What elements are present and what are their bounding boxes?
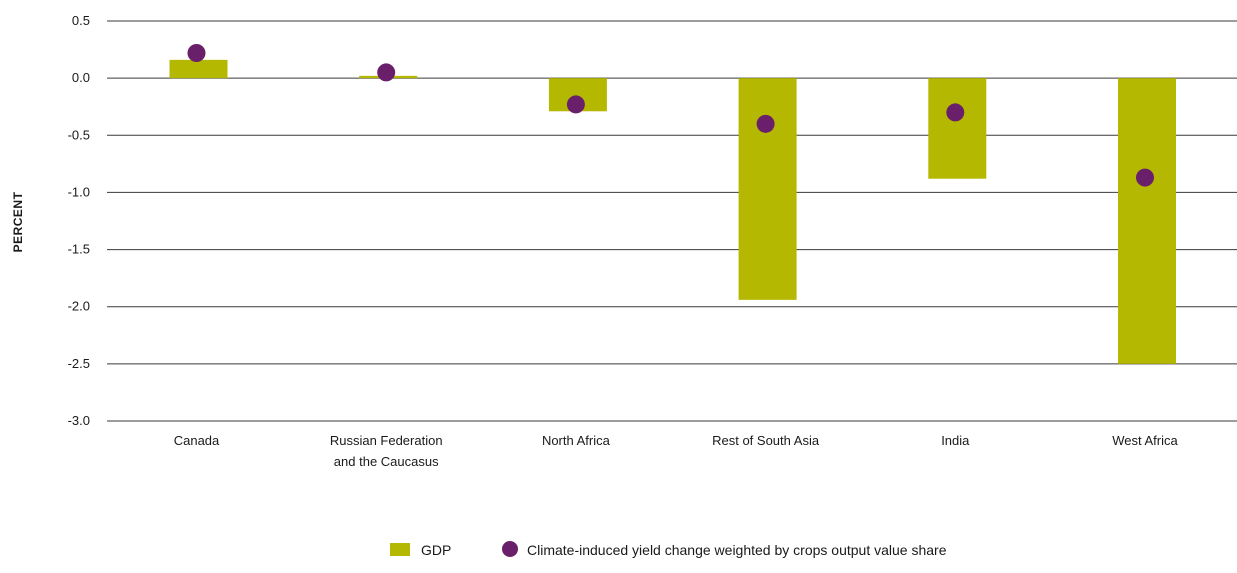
dot-yield-change: [1136, 168, 1154, 187]
y-tick-label: 0.5: [72, 13, 90, 28]
x-category-label: Rest of South Asia: [712, 433, 820, 448]
bar-series: [169, 59, 1176, 364]
dot-yield-change: [377, 63, 396, 82]
x-axis-categories: Canada Russian Federation and the Caucasus…: [174, 433, 1179, 469]
y-tick-label: 0.0: [72, 70, 90, 85]
dot-yield-change: [566, 95, 585, 114]
y-tick-label: -0.5: [68, 127, 90, 142]
bar-gdp: [738, 78, 797, 300]
bar-gdp: [169, 59, 228, 79]
dot-yield-change: [756, 114, 775, 133]
gridlines: [107, 20, 1237, 422]
legend-swatch-yield-change: [502, 541, 518, 557]
x-category-label: West Africa: [1112, 433, 1178, 448]
legend-swatch-gdp: [390, 543, 410, 556]
bar-gdp: [1118, 78, 1176, 364]
y-tick-label: -3.0: [68, 413, 90, 428]
x-category-label: Russian Federation: [330, 433, 443, 448]
legend-label-yield-change: Climate-induced yield change weighted by…: [527, 542, 947, 558]
y-axis-title: PERCENT: [11, 191, 25, 252]
x-category-label: Canada: [174, 433, 220, 448]
dot-series: [187, 44, 1154, 187]
x-category-label: North Africa: [542, 433, 611, 448]
y-tick-label: -2.0: [68, 299, 90, 314]
y-tick-label: -1.0: [68, 184, 90, 199]
dot-yield-change: [946, 103, 965, 122]
bar-gdp: [928, 78, 987, 179]
dot-yield-change: [187, 44, 206, 62]
x-category-label: and the Caucasus: [334, 454, 439, 469]
legend-label-gdp: GDP: [421, 542, 451, 558]
x-category-label: India: [941, 433, 970, 448]
y-tick-label: -1.5: [68, 242, 90, 257]
y-tick-label: -2.5: [68, 356, 90, 371]
y-axis-ticks: 0.5 0.0 -0.5 -1.0 -1.5 -2.0 -2.5 -3.0: [68, 13, 90, 428]
legend: GDP Climate-induced yield change weighte…: [390, 541, 947, 558]
